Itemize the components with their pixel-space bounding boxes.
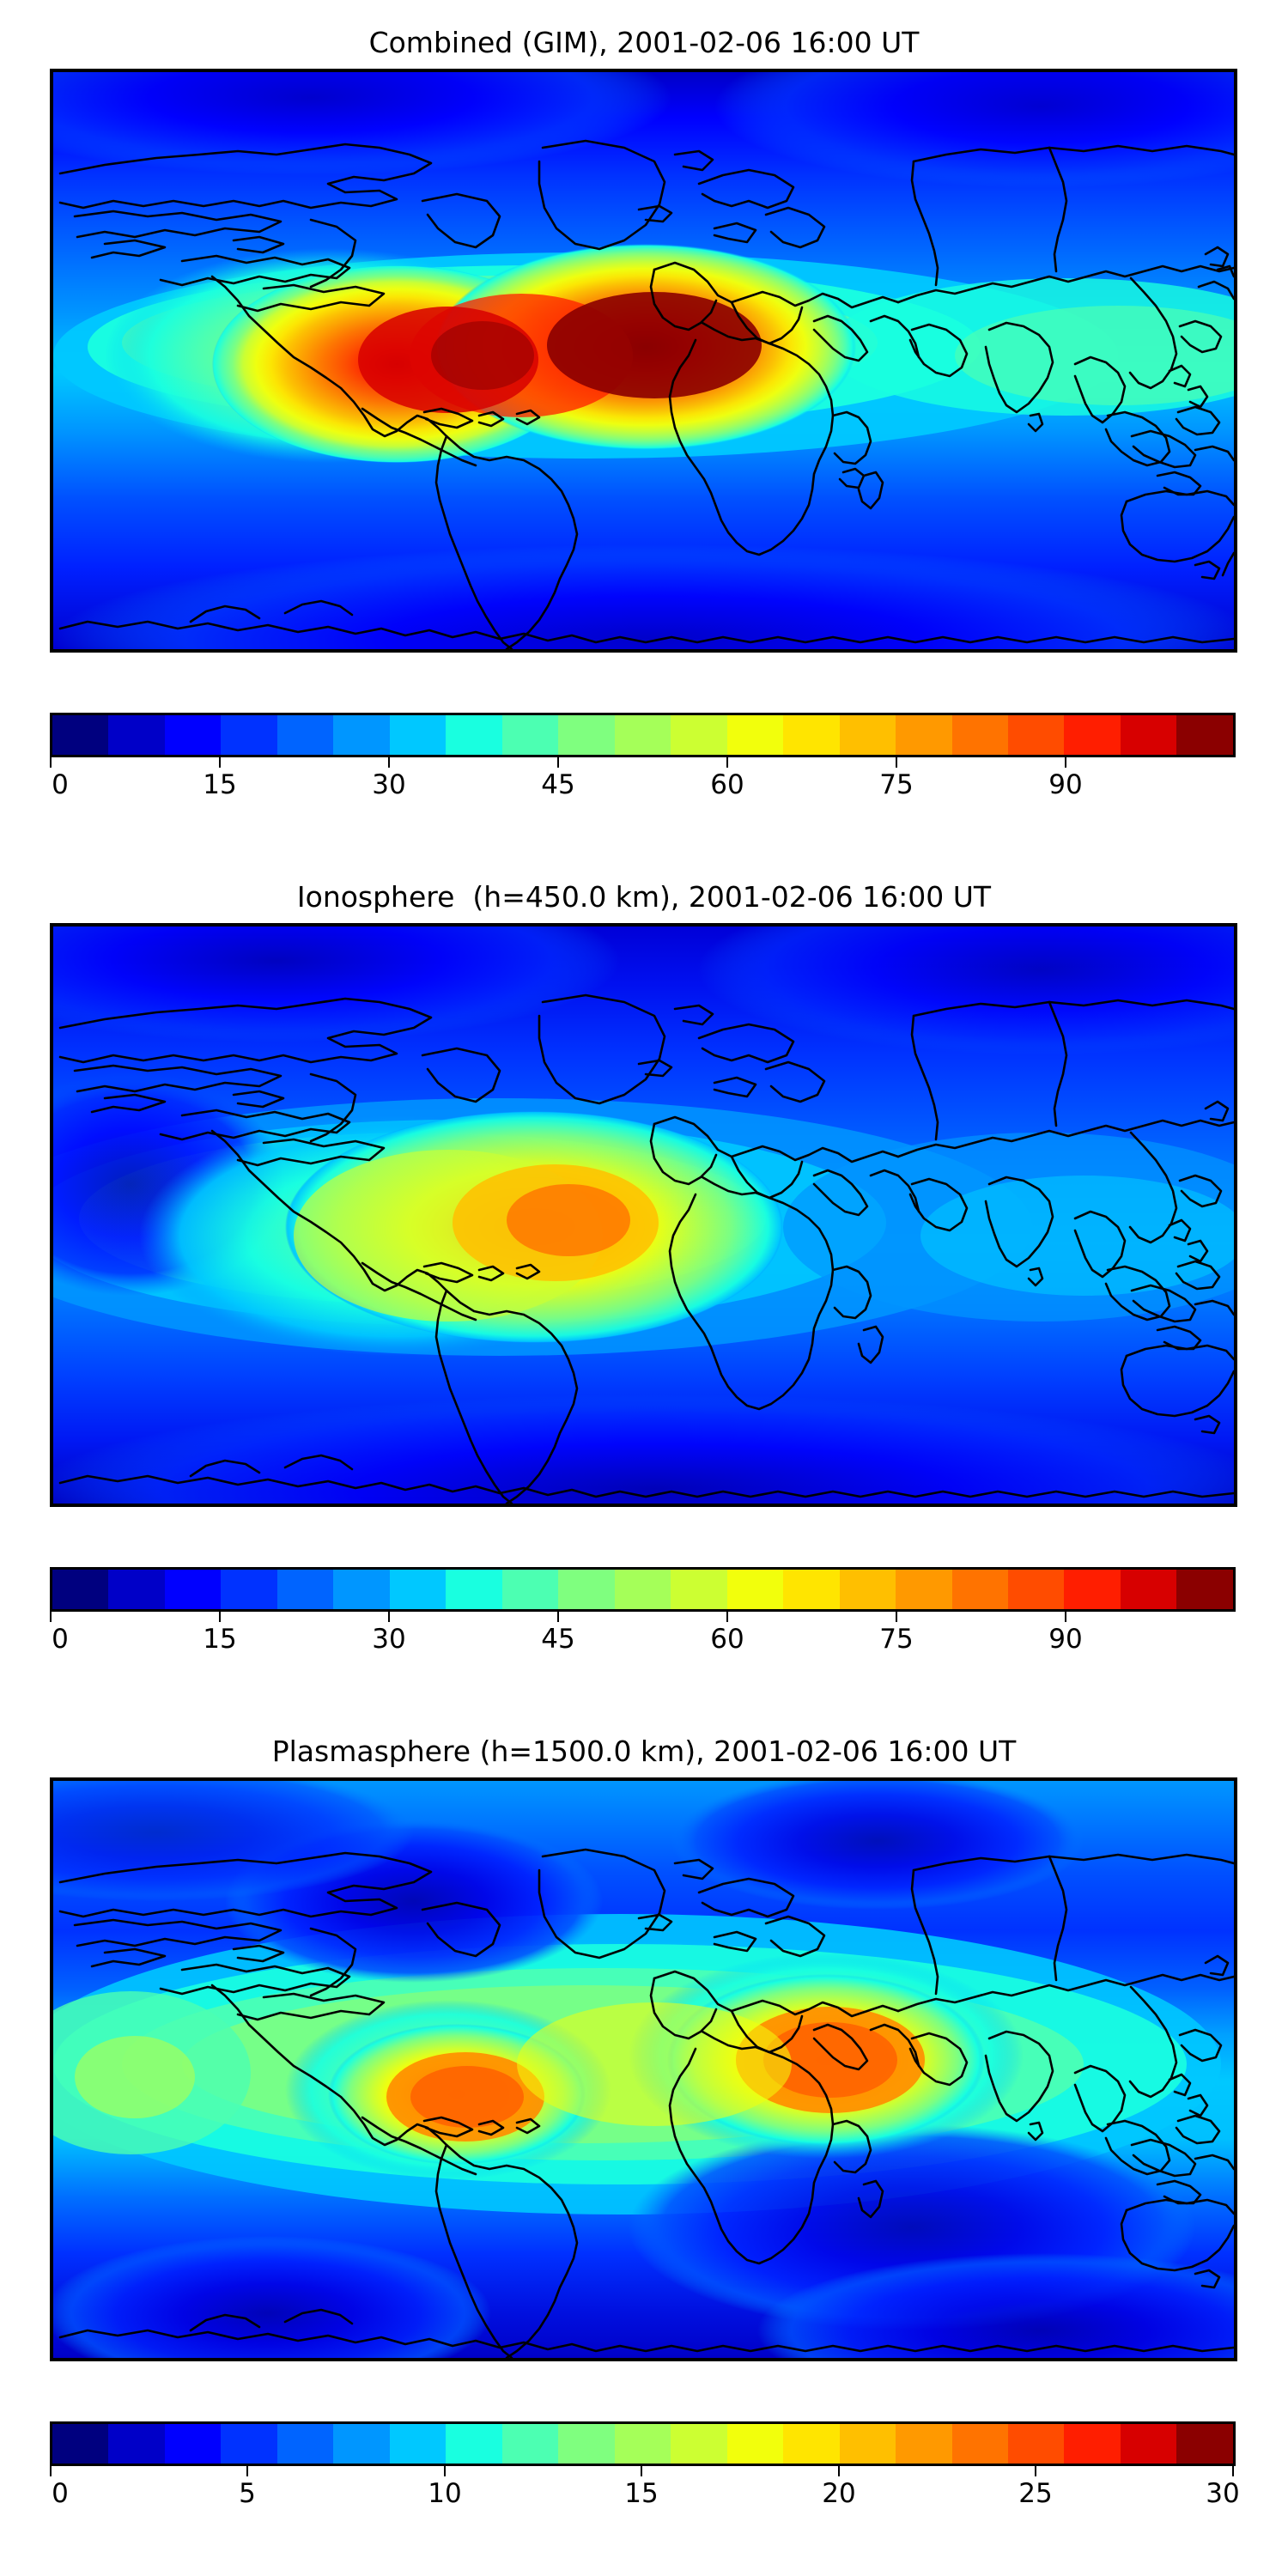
- colorbar-ticks-combined-gim: [50, 757, 1236, 769]
- colorbar-ticks-ionosphere: [50, 1612, 1236, 1624]
- cbar2-tick-75: 75: [879, 1624, 914, 1655]
- colorbar-labels-combined-gim: 0 15 30 45 60 75 90: [50, 769, 1236, 804]
- cbar3-tick-30: 30: [1206, 2478, 1240, 2509]
- cbar3-tick-15: 15: [624, 2478, 659, 2509]
- panel-ionosphere: Ionosphere (h=450.0 km), 2001-02-06 16:0…: [0, 880, 1288, 1655]
- cbar3-tick-0: 0: [52, 2478, 69, 2509]
- panel-plasmasphere: Plasmasphere (h=1500.0 km), 2001-02-06 1…: [0, 1735, 1288, 2509]
- colorbar-ionosphere: 0 15 30 45 60 75 90: [50, 1567, 1236, 1658]
- cbar1-tick-60: 60: [710, 769, 744, 800]
- cbar3-tick-20: 20: [822, 2478, 856, 2509]
- colorbar-labels-plasmasphere: 0 5 10 15 20 25 30: [50, 2478, 1240, 2512]
- cbar2-tick-15: 15: [203, 1624, 237, 1655]
- map-combined-gim: [50, 69, 1237, 653]
- panel-title-ionosphere: Ionosphere (h=450.0 km), 2001-02-06 16:0…: [296, 880, 992, 914]
- cbar1-tick-45: 45: [541, 769, 575, 800]
- map-svg-plasmasphere: [53, 1781, 1234, 2358]
- coastlines-combined-gim: [58, 139, 1234, 649]
- colorbar-labels-ionosphere: 0 15 30 45 60 75 90: [50, 1624, 1236, 1658]
- cbar2-tick-30: 30: [372, 1624, 406, 1655]
- coastlines-plasmasphere: [58, 1848, 1234, 2358]
- cbar2-tick-60: 60: [710, 1624, 744, 1655]
- cbar2-tick-45: 45: [541, 1624, 575, 1655]
- panel-title-combined-gim: Combined (GIM), 2001-02-06 16:00 UT: [368, 26, 920, 59]
- cbar1-tick-90: 90: [1048, 769, 1083, 800]
- cbar1-tick-0: 0: [52, 769, 69, 800]
- colorbar-ticks-plasmasphere: [50, 2466, 1236, 2478]
- panel-combined-gim: Combined (GIM), 2001-02-06 16:00 UT: [0, 26, 1288, 800]
- cbar3-tick-5: 5: [239, 2478, 256, 2509]
- cbar2-tick-0: 0: [52, 1624, 69, 1655]
- cbar1-tick-75: 75: [879, 769, 914, 800]
- cbar1-tick-15: 15: [203, 769, 237, 800]
- coastlines-ionosphere: [58, 993, 1234, 1504]
- map-plasmasphere: [50, 1777, 1237, 2361]
- cbar2-tick-90: 90: [1048, 1624, 1083, 1655]
- colorbar-combined-gim: 0 15 30 45 60 75 90: [50, 713, 1236, 804]
- colorbar-strip-plasmasphere: [50, 2421, 1236, 2466]
- colorbar-strip-combined-gim: [50, 713, 1236, 757]
- colorbar-strip-ionosphere: [50, 1567, 1236, 1612]
- colorbar-plasmasphere: 0 5 10 15 20 25 30: [50, 2421, 1240, 2512]
- map-svg-combined-gim: [53, 72, 1234, 649]
- cbar3-tick-10: 10: [428, 2478, 462, 2509]
- map-ionosphere: [50, 923, 1237, 1507]
- panel-title-plasmasphere: Plasmasphere (h=1500.0 km), 2001-02-06 1…: [271, 1735, 1017, 1768]
- cbar1-tick-30: 30: [372, 769, 406, 800]
- map-svg-ionosphere: [53, 927, 1234, 1504]
- cbar3-tick-25: 25: [1018, 2478, 1053, 2509]
